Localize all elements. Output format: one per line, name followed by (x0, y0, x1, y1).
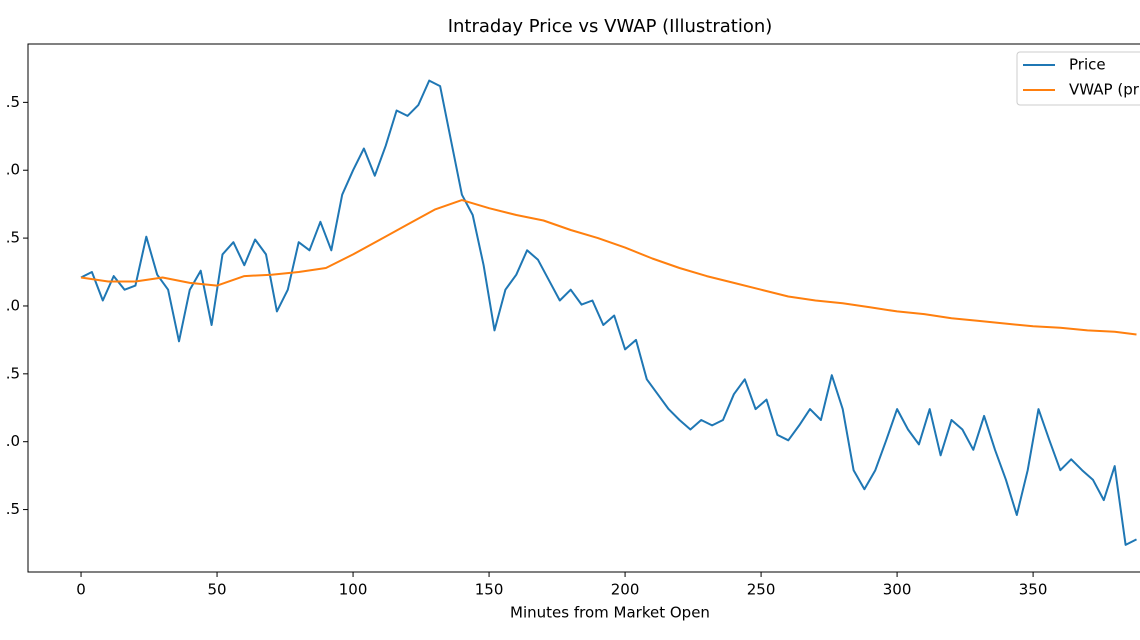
x-tick-label: 300 (883, 581, 912, 599)
series-line (80, 79, 1137, 546)
y-tick-label: .5 (6, 93, 20, 111)
x-tick-label: 250 (747, 581, 776, 599)
y-tick-label: .5 (6, 364, 20, 382)
x-axis-label: Minutes from Market Open (510, 604, 710, 622)
y-tick-label: .5 (6, 500, 20, 518)
y-tick-label: .0 (6, 161, 20, 179)
x-tick-label: 50 (208, 581, 227, 599)
chart-title: Intraday Price vs VWAP (Illustration) (448, 16, 773, 37)
x-tick-label: 150 (475, 581, 504, 599)
series-line (80, 199, 1137, 336)
x-tick-label: 100 (339, 581, 368, 599)
plot-frame (27, 43, 1140, 573)
y-tick-label: .0 (6, 432, 20, 450)
x-tick-label: 0 (76, 581, 86, 599)
x-tick-label: 350 (1019, 581, 1048, 599)
y-tick-label: .0 (6, 296, 20, 314)
y-tick-label: .5 (6, 229, 20, 247)
legend-label: VWAP (pr (1069, 81, 1140, 99)
legend-label: Price (1069, 56, 1106, 74)
x-tick-label: 200 (611, 581, 640, 599)
